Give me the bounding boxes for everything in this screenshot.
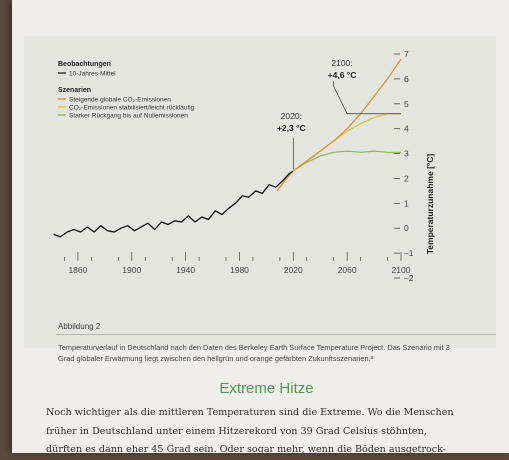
y-axis-label: Temperaturzunahme [°C] (425, 154, 435, 255)
annotation-value: +4,6 °C (328, 70, 357, 80)
x-tick-label: 1940 (176, 265, 195, 275)
annotation-year: 2100: (331, 58, 352, 68)
y-tick-label: –1 (404, 248, 414, 258)
y-tick-label: 3 (404, 149, 409, 159)
series-line (276, 58, 402, 192)
body-paragraph: Noch wichtiger als die mittleren Tempera… (46, 404, 509, 460)
x-tick-label: 2020 (284, 265, 303, 275)
annotation-year: 2020: (281, 111, 302, 121)
y-tick-label: 7 (404, 49, 409, 59)
legend-observations-title: Beobachtungen (58, 61, 111, 68)
legend-item: 10-Jahres-Mittel (69, 71, 116, 78)
series-line (53, 170, 294, 238)
y-tick-label: 4 (404, 124, 409, 134)
x-tick-label: 1860 (68, 265, 87, 275)
annotation-value: +2,3 °C (277, 123, 306, 133)
y-tick-label: 5 (404, 99, 409, 109)
book-page: 1860 1900 1940 1980 2020 2060 2100 7 6 5 4 3 2 1 0 –1 –2… (12, 0, 509, 455)
body-line: früher in Deutschland unter einem Hitzer… (46, 425, 427, 437)
x-tick-label: 2060 (338, 265, 357, 275)
caption-divider (56, 334, 496, 335)
series-line (276, 150, 401, 192)
x-tick-label: 2100 (392, 265, 411, 275)
body-line: dürften es dann eher 45 Grad sein. Oder … (46, 444, 446, 455)
legend-scenarios-title: Szenarien (58, 87, 91, 94)
figure-panel: 1860 1900 1940 1980 2020 2060 2100 7 6 5 4 3 2 1 0 –1 –2… (24, 36, 496, 363)
legend-item: Steigende globale CO₂-Emissionen (69, 97, 171, 104)
figure-caption-label: Abbildung 2 (58, 322, 101, 331)
y-tick-label: 1 (404, 198, 409, 208)
section-heading: Extreme Hitze (219, 380, 314, 397)
legend-item: CO₂-Emissionen stabilisiert/leicht rückl… (69, 105, 195, 112)
y-tick-label: –2 (404, 273, 414, 283)
legend-item: Starker Rückgang bis auf Nullemissionen (69, 113, 188, 120)
y-tick-label: 2 (404, 173, 409, 183)
x-tick-label: 1900 (122, 265, 141, 275)
body-line: Noch wichtiger als die mittleren Tempera… (46, 407, 454, 418)
figure-caption-text: Temperaturverlauf in Deutschland nach de… (58, 343, 450, 363)
y-tick-label: 6 (404, 74, 409, 84)
annotation-leader (333, 81, 401, 115)
y-tick-label: 0 (404, 223, 409, 233)
temperature-chart: 1860 1900 1940 1980 2020 2060 2100 7 6 5 4 3 2 1 0 –1 –2… (53, 49, 435, 283)
x-tick-label: 1980 (230, 265, 249, 275)
